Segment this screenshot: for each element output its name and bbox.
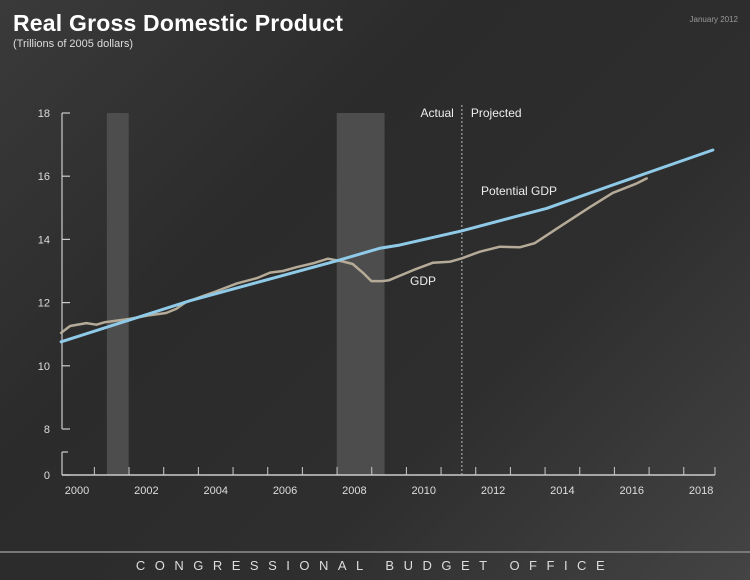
recession-band (336, 113, 385, 475)
chart-title: Real Gross Domestic Product (13, 10, 344, 36)
x-tick-label: 2016 (620, 485, 644, 497)
y-tick-label: 0 (44, 470, 50, 482)
footer-agency: CONGRESSIONAL BUDGET OFFICE (135, 558, 615, 573)
footer-divider (0, 551, 750, 553)
chart-subtitle: (Trillions of 2005 dollars) (13, 38, 134, 50)
x-tick-label: 2004 (203, 485, 227, 497)
y-tick-label: 16 (38, 171, 50, 183)
x-tick-label: 2008 (342, 485, 366, 497)
y-tick-label: 18 (38, 108, 50, 120)
y-tick-label: 10 (38, 361, 50, 373)
gdp-line (59, 177, 648, 335)
x-tick-label: 2014 (550, 485, 574, 497)
y-tick-label: 8 (44, 424, 50, 436)
y-tick-label: 14 (38, 234, 50, 246)
gdp-chart: 0 8 10 12 14 16 18 2000 2002 2004 2006 2008 2010 2012… (38, 105, 716, 497)
x-tick-label: 2002 (134, 485, 158, 497)
projected-label: Projected (471, 106, 522, 120)
x-tick-label: 2010 (411, 485, 435, 497)
x-tick-label: 2006 (273, 485, 297, 497)
recession-band (106, 113, 129, 475)
publication-date: January 2012 (689, 15, 738, 24)
x-tick-label: 2000 (65, 485, 89, 497)
actual-label: Actual (421, 106, 454, 120)
potential-gdp-series-label: Potential GDP (481, 184, 557, 198)
y-tick-label: 12 (38, 298, 50, 310)
x-tick-label: 2018 (689, 485, 713, 497)
gdp-series-label: GDP (410, 274, 436, 288)
potential-gdp-line (59, 148, 715, 344)
x-tick-label: 2012 (481, 485, 505, 497)
